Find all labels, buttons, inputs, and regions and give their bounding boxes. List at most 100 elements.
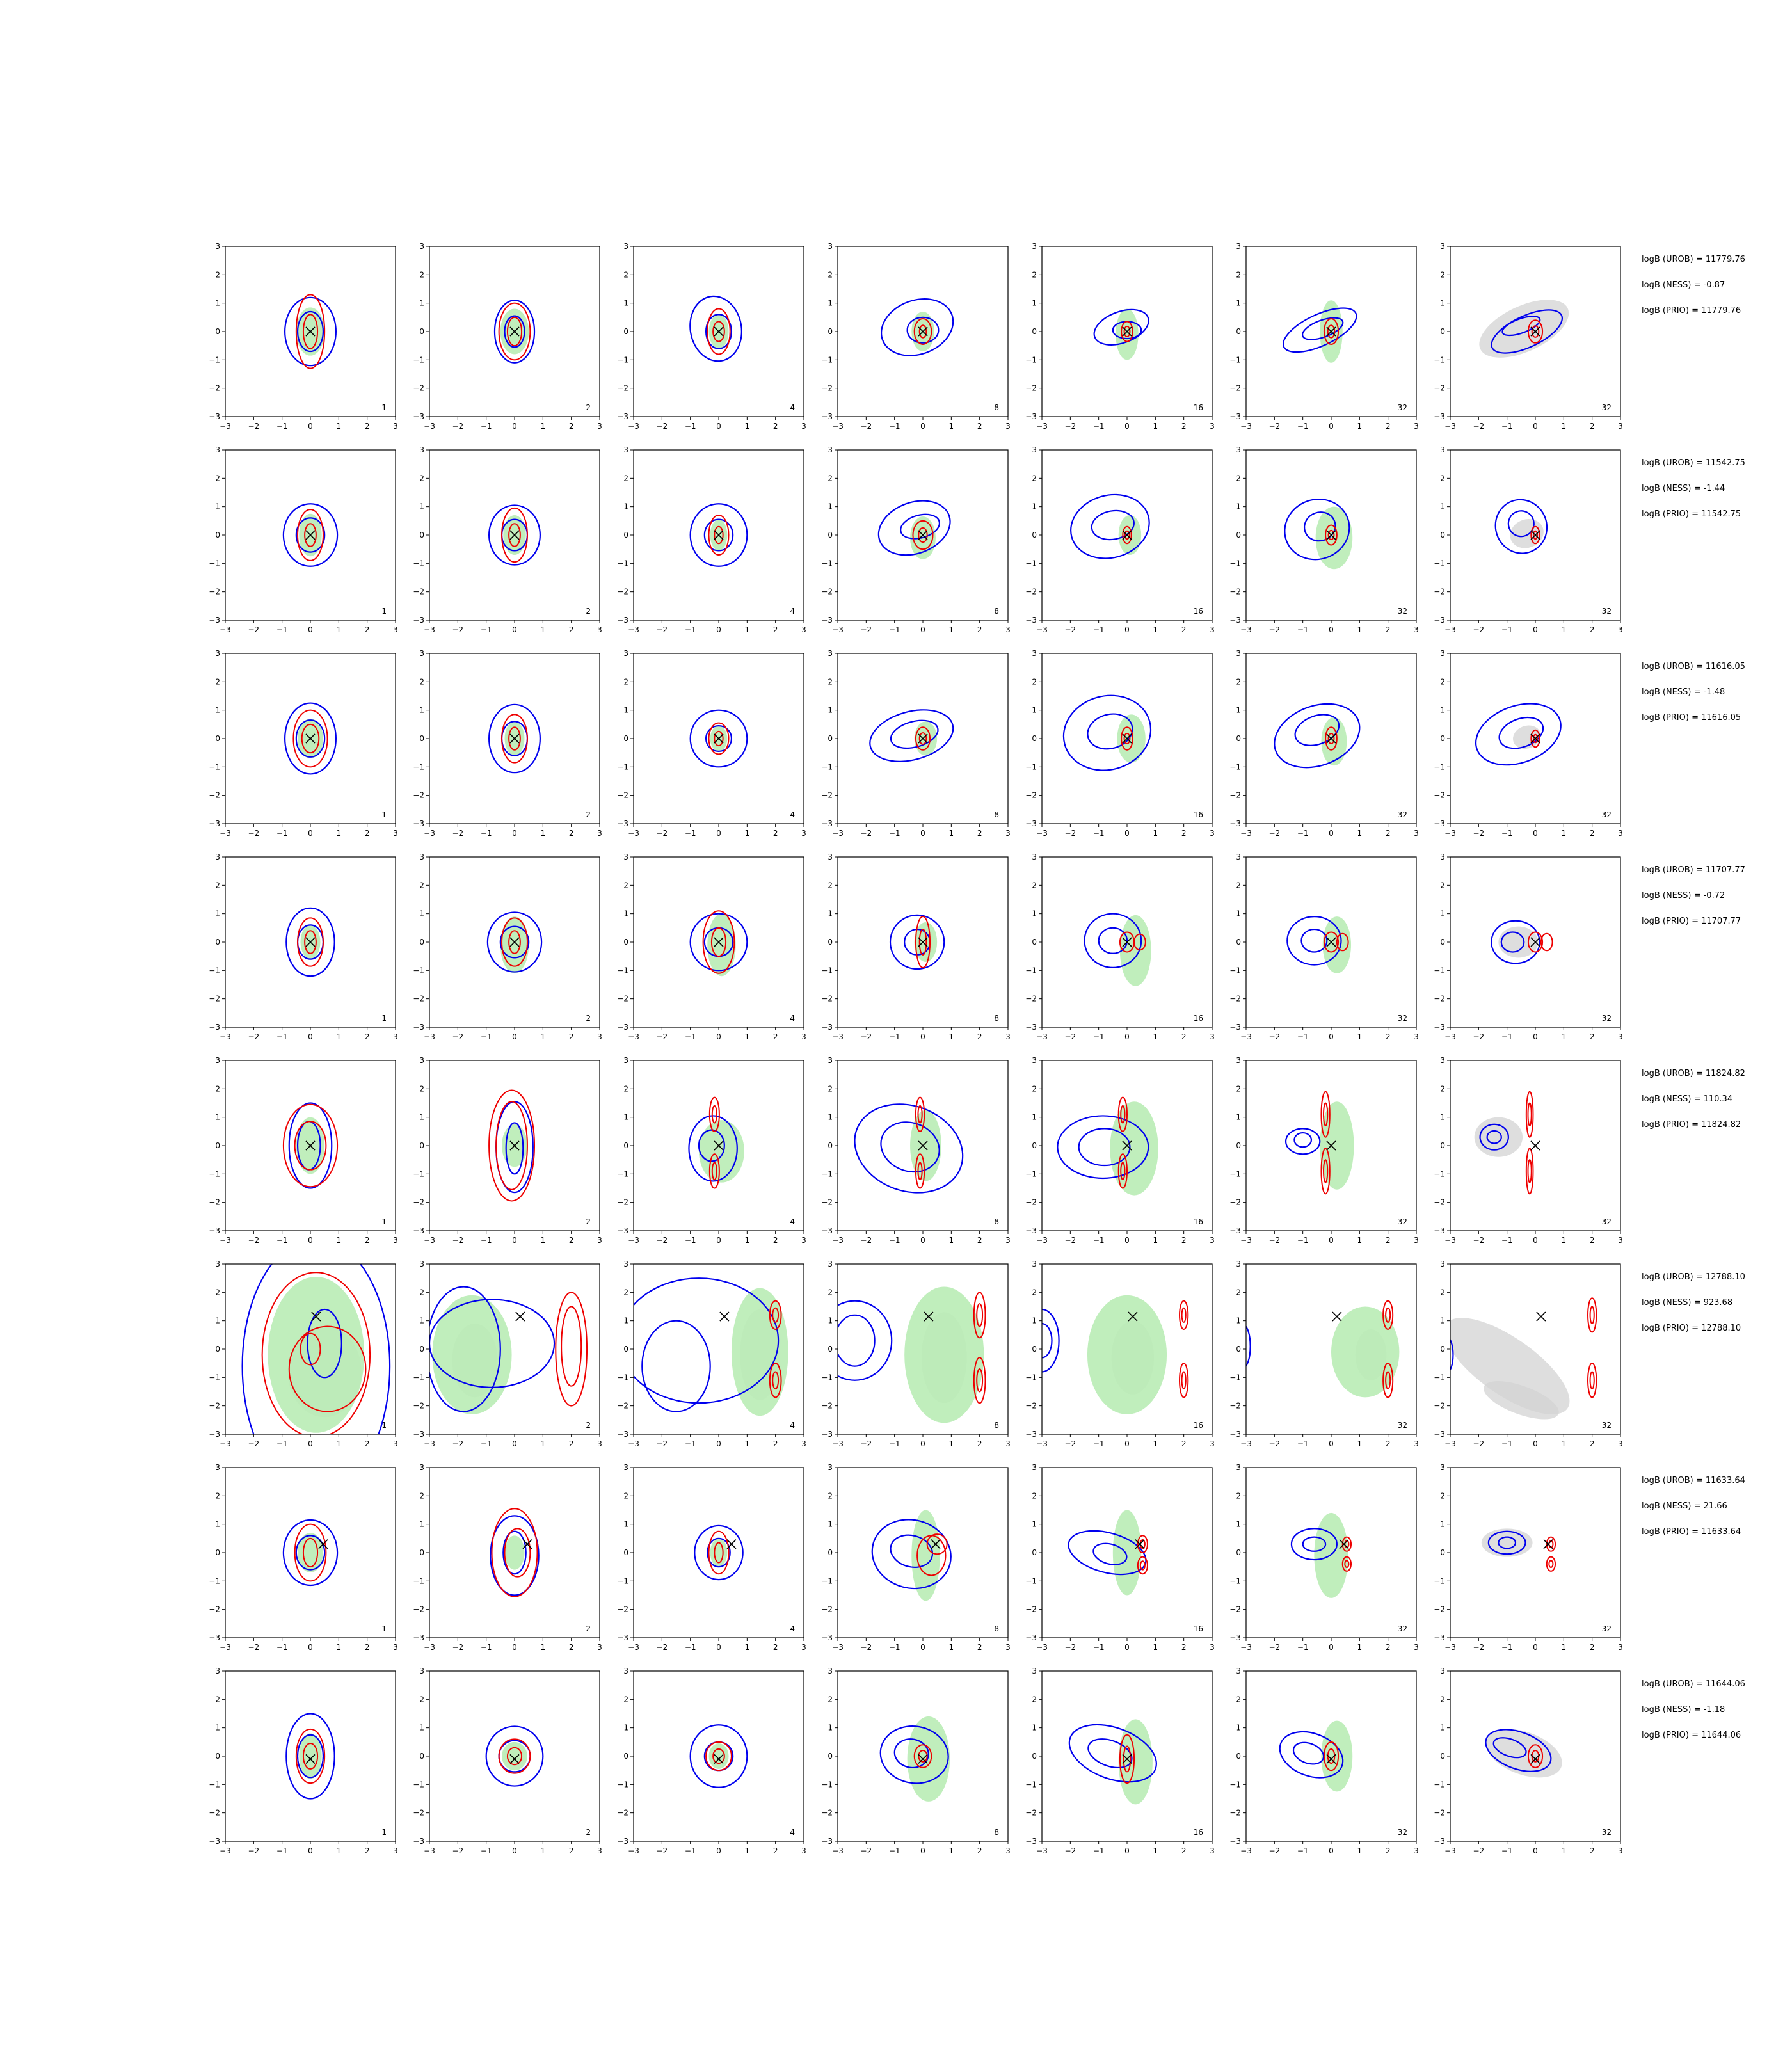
x-tick-label: 0: [716, 1236, 721, 1245]
y-tick-label: −3: [209, 1430, 220, 1439]
y-tick-label: −1: [617, 1780, 628, 1789]
y-tick-label: 0: [419, 1141, 424, 1150]
blue-contour: [295, 517, 326, 553]
x-tick-label: −1: [481, 422, 492, 431]
y-tick-label: 1: [1236, 1316, 1241, 1325]
x-tick-label: 2: [569, 829, 574, 838]
x-tick-label: 2: [977, 829, 982, 838]
x-tick-label: 1: [1357, 1846, 1363, 1855]
y-tick-label: 1: [215, 1724, 220, 1732]
green-density-contour: [910, 1110, 941, 1181]
x-tick-label: 2: [1181, 1032, 1187, 1041]
x-tick-label: 0: [1329, 1236, 1334, 1245]
x-tick-label: 0: [512, 1846, 517, 1855]
y-tick-label: −3: [1025, 616, 1037, 625]
reference-x-marker: [522, 1539, 532, 1549]
red-contour: [708, 722, 730, 755]
blue-contour: [854, 1103, 964, 1194]
y-tick-label: −3: [821, 1226, 833, 1235]
y-tick-label: −1: [821, 966, 833, 975]
y-tick-label: −3: [1025, 1226, 1037, 1235]
red-contour: [1546, 1556, 1556, 1572]
x-tick-label: 2: [773, 1032, 778, 1041]
row-annotations: logB (UROB) = 11779.76 logB (NESS) = -0.8…: [1642, 255, 1745, 1740]
plot-area: [1494, 499, 1548, 554]
x-tick-label: 0: [920, 422, 925, 431]
plot-area: [1274, 703, 1361, 769]
blue-contour: [880, 1121, 940, 1173]
x-tick-label: −3: [424, 422, 435, 431]
x-tick-label: 1: [1562, 1032, 1567, 1041]
y-tick-label: 2: [1236, 881, 1241, 890]
x-tick-label: 1: [1357, 1032, 1363, 1041]
red-contour: [295, 1728, 326, 1784]
x-tick-label: −2: [248, 1846, 259, 1855]
x-tick-label: 0: [1124, 1643, 1130, 1652]
y-tick-label: 2: [419, 270, 424, 279]
x-tick-label: 1: [541, 1439, 546, 1448]
x-tick-label: 0: [1533, 1439, 1538, 1448]
x-tick-label: −1: [481, 1032, 492, 1041]
red-contour: [1341, 1536, 1352, 1552]
y-tick-label: 0: [215, 1548, 220, 1557]
reference-x-marker: [1530, 1140, 1540, 1151]
y-tick-label: 2: [1236, 1491, 1241, 1500]
x-tick-label: −3: [628, 829, 639, 838]
panel-r3-c7: −3−3 −2 −2 −1 −1 0 0 1 1 2 2 3 3 32: [1434, 649, 1623, 838]
y-tick-label: 2: [828, 881, 833, 890]
y-tick-label: 1: [828, 1316, 833, 1325]
panel-count-label: 32: [1602, 1624, 1612, 1633]
y-tick-label: 0: [1236, 1141, 1241, 1150]
y-tick-label: −3: [617, 616, 628, 625]
red-contour: [711, 1162, 717, 1181]
blue-contour: [1282, 307, 1357, 353]
panel-r1-c2: −3−3 −2 −2 −1 −1 0 0 1 1 2 2 3 3 2: [413, 242, 602, 431]
x-tick-label: 2: [773, 1236, 778, 1245]
red-contour: [1527, 1159, 1532, 1183]
panel-r8-c6: −3−3 −2 −2 −1 −1 0 0 1 1 2 2 3 3 32: [1229, 1667, 1419, 1855]
logb-prio-label: logB (PRIO) = 11616.05: [1642, 713, 1741, 723]
y-tick-label: 0: [623, 1141, 628, 1150]
green-density-contour: [1117, 714, 1146, 763]
y-tick-label: −1: [1025, 559, 1037, 568]
y-tick-label: −2: [1025, 384, 1037, 393]
x-tick-label: −2: [1064, 829, 1076, 838]
y-tick-label: −1: [1434, 966, 1445, 975]
blue-contour: [485, 1725, 544, 1787]
y-tick-label: 2: [623, 1695, 628, 1704]
y-tick-label: −3: [413, 819, 424, 828]
x-tick-label: 1: [1153, 422, 1158, 431]
y-tick-label: −3: [413, 412, 424, 421]
plot-area: [1450, 1297, 1597, 1420]
blue-contour: [1284, 498, 1350, 561]
red-contour: [302, 314, 319, 349]
blue-contour: [1479, 1123, 1509, 1151]
blue-contour: [1300, 928, 1328, 953]
y-tick-label: 1: [1032, 299, 1037, 308]
y-tick-label: −1: [209, 559, 220, 568]
y-tick-label: −1: [1025, 1373, 1037, 1382]
y-tick-label: −3: [209, 1023, 220, 1032]
y-tick-label: 1: [1440, 706, 1445, 715]
y-tick-label: −2: [413, 791, 424, 800]
green-density-contour: [1119, 915, 1151, 986]
x-tick-label: −1: [1297, 1643, 1309, 1652]
y-tick-label: 1: [828, 1113, 833, 1122]
x-tick-label: −3: [628, 1439, 639, 1448]
red-contour: [506, 1747, 523, 1766]
reference-x-marker: [509, 937, 520, 947]
green-density-contour: [298, 1532, 323, 1573]
x-tick-label: −1: [1093, 1643, 1105, 1652]
blue-contour: [1042, 1323, 1053, 1359]
x-tick-label: −1: [685, 1643, 696, 1652]
red-contour: [1327, 733, 1335, 744]
y-tick-label: −1: [413, 559, 424, 568]
x-tick-label: 2: [569, 422, 574, 431]
x-tick-label: −3: [832, 1439, 844, 1448]
red-contour: [498, 302, 531, 361]
y-tick-label: 1: [828, 1724, 833, 1732]
reference-x-marker: [714, 530, 724, 540]
y-tick-label: −3: [1434, 819, 1445, 828]
panel-count-label: 8: [994, 810, 999, 819]
